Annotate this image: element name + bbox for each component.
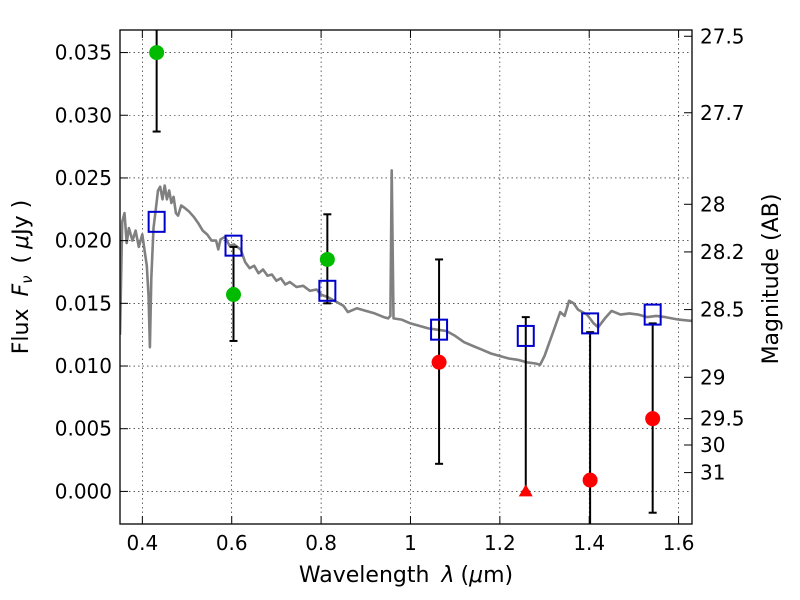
y2-tick-label: 27.7 [700, 101, 745, 125]
x-tick-label: 1.2 [484, 531, 516, 555]
y-axis-label-prefix: Flux [9, 309, 34, 355]
y-axis-label-unit-rest: Jy ) [9, 200, 34, 237]
y-tick-label: 0.035 [55, 41, 112, 65]
red-triangle-marker [518, 484, 533, 497]
red-detection-marker [431, 354, 447, 370]
x-axis-label-unit-rest: m) [483, 563, 513, 588]
model-square-marker [581, 312, 600, 335]
y-axis-label-subscript: ν [18, 275, 36, 283]
y-axis-label-symbol: F [9, 284, 34, 297]
y-axis-label-unit-mu: μ [9, 235, 34, 250]
model-square-marker [643, 303, 662, 326]
red-detection-marker [582, 472, 598, 488]
x-axis-label-prefix: Wavelength [299, 563, 430, 588]
plot-frame [119, 29, 693, 525]
x-tick-label: 0.4 [126, 531, 158, 555]
y-tick-label: 0.010 [55, 354, 112, 378]
y2-tick-label: 29 [700, 365, 725, 389]
green-detection-marker [226, 287, 242, 303]
x-axis-label: Wavelength λ (μm) [299, 563, 513, 588]
y2-tick-label: 28 [700, 192, 725, 216]
y-tick-label: 0.025 [55, 166, 112, 190]
red-detection-marker [645, 411, 661, 427]
y-tick-label: 0.020 [55, 229, 112, 253]
y2-tick-label: 31 [700, 461, 725, 485]
y2-tick-label: 28.5 [700, 298, 745, 322]
model-square-marker [147, 210, 166, 233]
y-axis-label-unit-open: ( [9, 255, 34, 264]
model-square-marker [318, 279, 337, 302]
y-tick-label: 0.030 [55, 103, 112, 127]
model-square-marker [430, 318, 449, 341]
y2-tick-label: 30 [700, 433, 725, 457]
x-tick-label: 1.4 [573, 531, 605, 555]
y-tick-label: 0.015 [55, 291, 112, 315]
template-line [120, 169, 692, 367]
x-tick-label: 1.6 [663, 531, 695, 555]
y-axis-label: Flux Fν ( μJy ) [9, 200, 36, 354]
y2-tick-label: 27.5 [700, 24, 745, 48]
model-square-marker [516, 324, 535, 347]
y2-axis-label: Magnitude (AB) [759, 194, 784, 365]
x-tick-label: 0.8 [305, 531, 337, 555]
x-axis-label-unit-open: ( [460, 563, 469, 588]
y-tick-label: 0.005 [55, 417, 112, 441]
y2-tick-label: 29.5 [700, 407, 745, 431]
x-axis-label-unit-mu: μ [468, 563, 483, 588]
green-detection-marker [149, 45, 165, 61]
y-tick-label: 0.000 [55, 479, 112, 503]
model-square-marker [224, 234, 243, 257]
data-markers [147, 45, 662, 497]
x-axis-label-symbol: λ [440, 563, 454, 588]
x-tick-label: 0.6 [216, 531, 248, 555]
axis-ticks: 0.4 0.6 0.8 1 1.2 1.4 1.6 0.000 0.005 0.010 0.015 0… [55, 24, 745, 555]
x-tick-label: 1 [404, 531, 417, 555]
y2-tick-label: 28.2 [700, 240, 745, 264]
template-spectrum [120, 169, 692, 367]
green-detection-marker [319, 251, 335, 267]
plot-area [120, 30, 692, 524]
